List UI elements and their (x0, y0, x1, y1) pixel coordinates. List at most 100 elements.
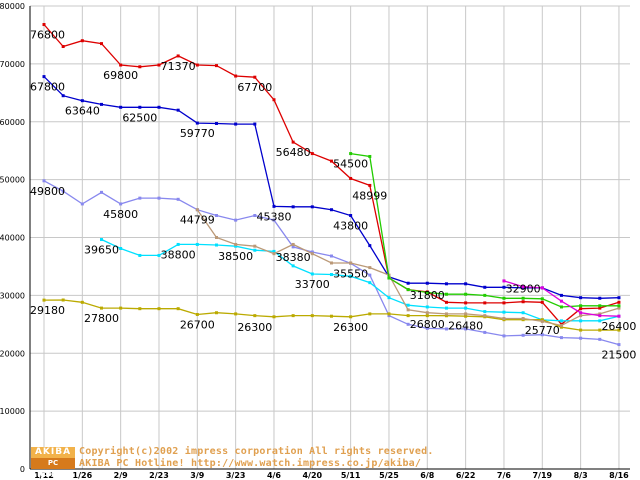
data-point (464, 292, 468, 296)
data-point (138, 196, 142, 200)
data-point (272, 218, 276, 222)
data-point (99, 102, 103, 106)
data-point (61, 94, 65, 98)
data-label: 26700 (180, 318, 215, 331)
data-label: 48999 (352, 189, 387, 202)
data-point (483, 301, 487, 305)
x-tick-labels: 1/12 1/26 2/9 2/23 3/9 3/23 4/6 4/20 5/11 5/25 6/8… (34, 471, 629, 480)
y-tick-label: 40000 (0, 234, 25, 243)
data-label: 49800 (30, 185, 65, 198)
data-point (310, 272, 314, 276)
data-point (598, 319, 602, 323)
data-label: 38800 (161, 248, 196, 261)
data-point (464, 301, 468, 305)
data-point (176, 54, 180, 58)
data-point (559, 336, 563, 340)
data-point (540, 318, 544, 322)
data-point (157, 196, 161, 200)
data-point (521, 296, 525, 300)
data-point (559, 293, 563, 297)
data-point (272, 98, 276, 102)
data-point (214, 311, 218, 315)
data-point (444, 292, 448, 296)
y-tick-label: 50000 (0, 176, 25, 185)
data-label: 67800 (30, 81, 65, 94)
data-label: 45800 (103, 208, 138, 221)
data-point (61, 298, 65, 302)
data-point (502, 334, 506, 338)
data-point (406, 281, 410, 285)
data-point (119, 202, 123, 206)
data-point (387, 276, 391, 280)
data-point (157, 105, 161, 109)
data-point (157, 307, 161, 311)
data-point (598, 328, 602, 332)
data-point (80, 99, 84, 103)
data-point (559, 325, 563, 329)
y-tick-label: 0 (20, 465, 25, 474)
data-label: 45380 (256, 210, 291, 223)
data-point (502, 317, 506, 321)
data-point (598, 337, 602, 341)
data-label: 26800 (410, 318, 445, 331)
data-point (483, 310, 487, 314)
data-point (291, 205, 295, 209)
data-point (234, 312, 238, 316)
data-point (310, 314, 314, 318)
data-point (310, 205, 314, 209)
data-point (214, 121, 218, 125)
data-point (444, 312, 448, 316)
data-point (368, 266, 372, 270)
data-label: 38380 (276, 251, 311, 264)
data-point (42, 23, 46, 27)
data-point (617, 304, 621, 308)
logo-bottom-text: PC Hotline! (31, 458, 75, 478)
data-point (444, 300, 448, 304)
x-tick-label: 1/12 (34, 471, 54, 480)
data-point (349, 315, 353, 319)
data-point (579, 311, 583, 315)
data-point (80, 300, 84, 304)
data-label: 29180 (30, 304, 65, 317)
series-magenta (502, 279, 621, 318)
data-point (598, 296, 602, 300)
data-point (253, 214, 257, 218)
data-point (406, 322, 410, 326)
data-point (559, 319, 563, 323)
data-point (617, 343, 621, 347)
data-point (99, 42, 103, 46)
data-point (464, 327, 468, 331)
data-point (176, 197, 180, 201)
data-point (138, 65, 142, 69)
data-point (329, 159, 333, 163)
data-point (176, 307, 180, 311)
data-point (464, 314, 468, 318)
data-point (464, 312, 468, 316)
data-label: 21500 (601, 349, 636, 362)
x-tick-label: 2/23 (149, 471, 169, 480)
y-tick-label: 60000 (0, 118, 25, 127)
data-label: 71370 (161, 60, 196, 73)
data-label: 26480 (448, 320, 483, 333)
data-point (521, 285, 525, 289)
data-point (291, 140, 295, 144)
data-point (291, 264, 295, 268)
data-label: 26300 (333, 321, 368, 334)
data-point (483, 314, 487, 318)
data-point (214, 64, 218, 68)
data-point (119, 105, 123, 109)
data-point (425, 305, 429, 309)
data-point (368, 312, 372, 316)
data-label: 26400 (601, 320, 636, 333)
data-point (253, 314, 257, 318)
series-green (349, 152, 621, 309)
axes (29, 6, 630, 470)
site-url-line: AKIBA PC Hotline! http://www.watch.impre… (79, 458, 422, 469)
data-point (349, 214, 353, 218)
data-point (214, 214, 218, 218)
data-point (502, 285, 506, 289)
data-point (234, 218, 238, 222)
data-label: 59770 (180, 127, 215, 140)
x-tick-label: 2/9 (114, 471, 128, 480)
data-point (579, 296, 583, 300)
